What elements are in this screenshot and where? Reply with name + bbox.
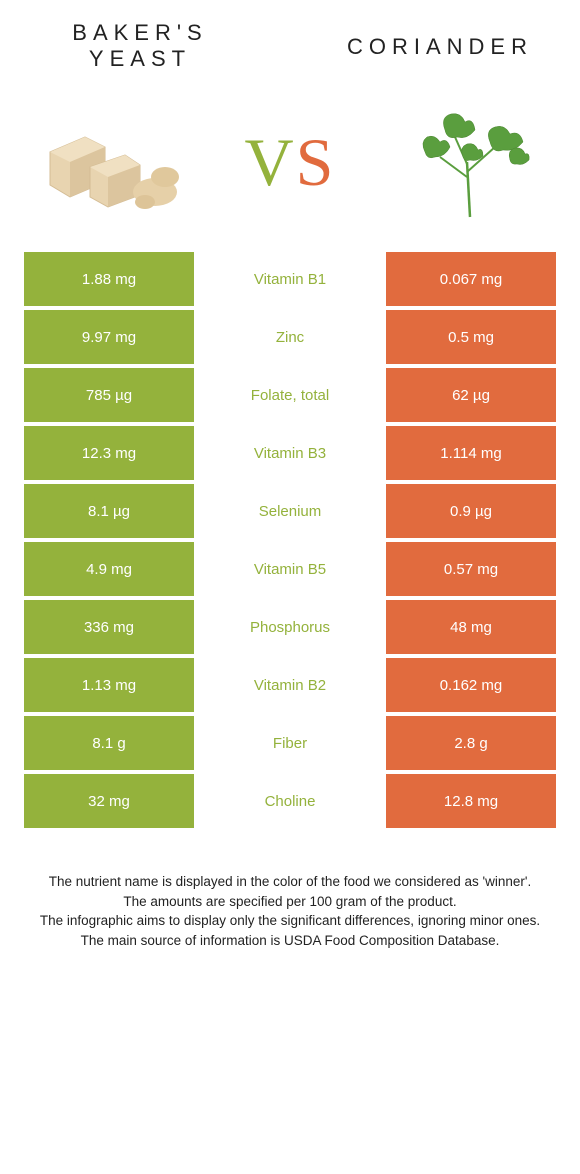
cell-left-value: 1.13 mg	[24, 658, 194, 712]
cell-right-value: 0.162 mg	[386, 658, 556, 712]
footer-line: The main source of information is USDA F…	[30, 931, 550, 951]
table-row: 785 µgFolate, total62 µg	[24, 368, 556, 422]
table-row: 4.9 mgVitamin B50.57 mg	[24, 542, 556, 596]
cell-right-value: 0.9 µg	[386, 484, 556, 538]
left-food-title: BAKER'S YEAST	[40, 20, 240, 72]
cell-nutrient-name: Vitamin B1	[194, 252, 386, 306]
cell-left-value: 1.88 mg	[24, 252, 194, 306]
cell-left-value: 785 µg	[24, 368, 194, 422]
right-food-title: CORIANDER	[340, 20, 540, 72]
vs-s: S	[296, 124, 336, 200]
table-row: 32 mgCholine12.8 mg	[24, 774, 556, 828]
cell-nutrient-name: Folate, total	[194, 368, 386, 422]
footer-line: The nutrient name is displayed in the co…	[30, 872, 550, 892]
yeast-image	[30, 102, 190, 222]
cell-right-value: 2.8 g	[386, 716, 556, 770]
cell-left-value: 12.3 mg	[24, 426, 194, 480]
comparison-table: 1.88 mgVitamin B10.067 mg9.97 mgZinc0.5 …	[0, 252, 580, 828]
table-row: 12.3 mgVitamin B31.114 mg	[24, 426, 556, 480]
cell-left-value: 4.9 mg	[24, 542, 194, 596]
cell-nutrient-name: Vitamin B3	[194, 426, 386, 480]
table-row: 1.88 mgVitamin B10.067 mg	[24, 252, 556, 306]
table-row: 1.13 mgVitamin B20.162 mg	[24, 658, 556, 712]
footer-line: The amounts are specified per 100 gram o…	[30, 892, 550, 912]
vs-label: VS	[245, 123, 336, 202]
footer-line: The infographic aims to display only the…	[30, 911, 550, 931]
cell-left-value: 8.1 µg	[24, 484, 194, 538]
cell-left-value: 32 mg	[24, 774, 194, 828]
footer-notes: The nutrient name is displayed in the co…	[0, 832, 580, 950]
header: BAKER'S YEAST CORIANDER	[0, 0, 580, 82]
cell-right-value: 62 µg	[386, 368, 556, 422]
table-row: 8.1 gFiber2.8 g	[24, 716, 556, 770]
table-row: 8.1 µgSelenium0.9 µg	[24, 484, 556, 538]
cell-nutrient-name: Selenium	[194, 484, 386, 538]
table-row: 336 mgPhosphorus48 mg	[24, 600, 556, 654]
cell-right-value: 0.067 mg	[386, 252, 556, 306]
cell-nutrient-name: Zinc	[194, 310, 386, 364]
cell-nutrient-name: Vitamin B5	[194, 542, 386, 596]
cell-left-value: 8.1 g	[24, 716, 194, 770]
cell-right-value: 0.5 mg	[386, 310, 556, 364]
cell-left-value: 9.97 mg	[24, 310, 194, 364]
cell-nutrient-name: Fiber	[194, 716, 386, 770]
cell-left-value: 336 mg	[24, 600, 194, 654]
cell-right-value: 0.57 mg	[386, 542, 556, 596]
cell-right-value: 1.114 mg	[386, 426, 556, 480]
cell-nutrient-name: Phosphorus	[194, 600, 386, 654]
cell-nutrient-name: Choline	[194, 774, 386, 828]
coriander-image	[390, 102, 550, 222]
cell-nutrient-name: Vitamin B2	[194, 658, 386, 712]
table-row: 9.97 mgZinc0.5 mg	[24, 310, 556, 364]
cell-right-value: 48 mg	[386, 600, 556, 654]
cell-right-value: 12.8 mg	[386, 774, 556, 828]
images-row: VS	[0, 82, 580, 252]
vs-v: V	[245, 124, 296, 200]
